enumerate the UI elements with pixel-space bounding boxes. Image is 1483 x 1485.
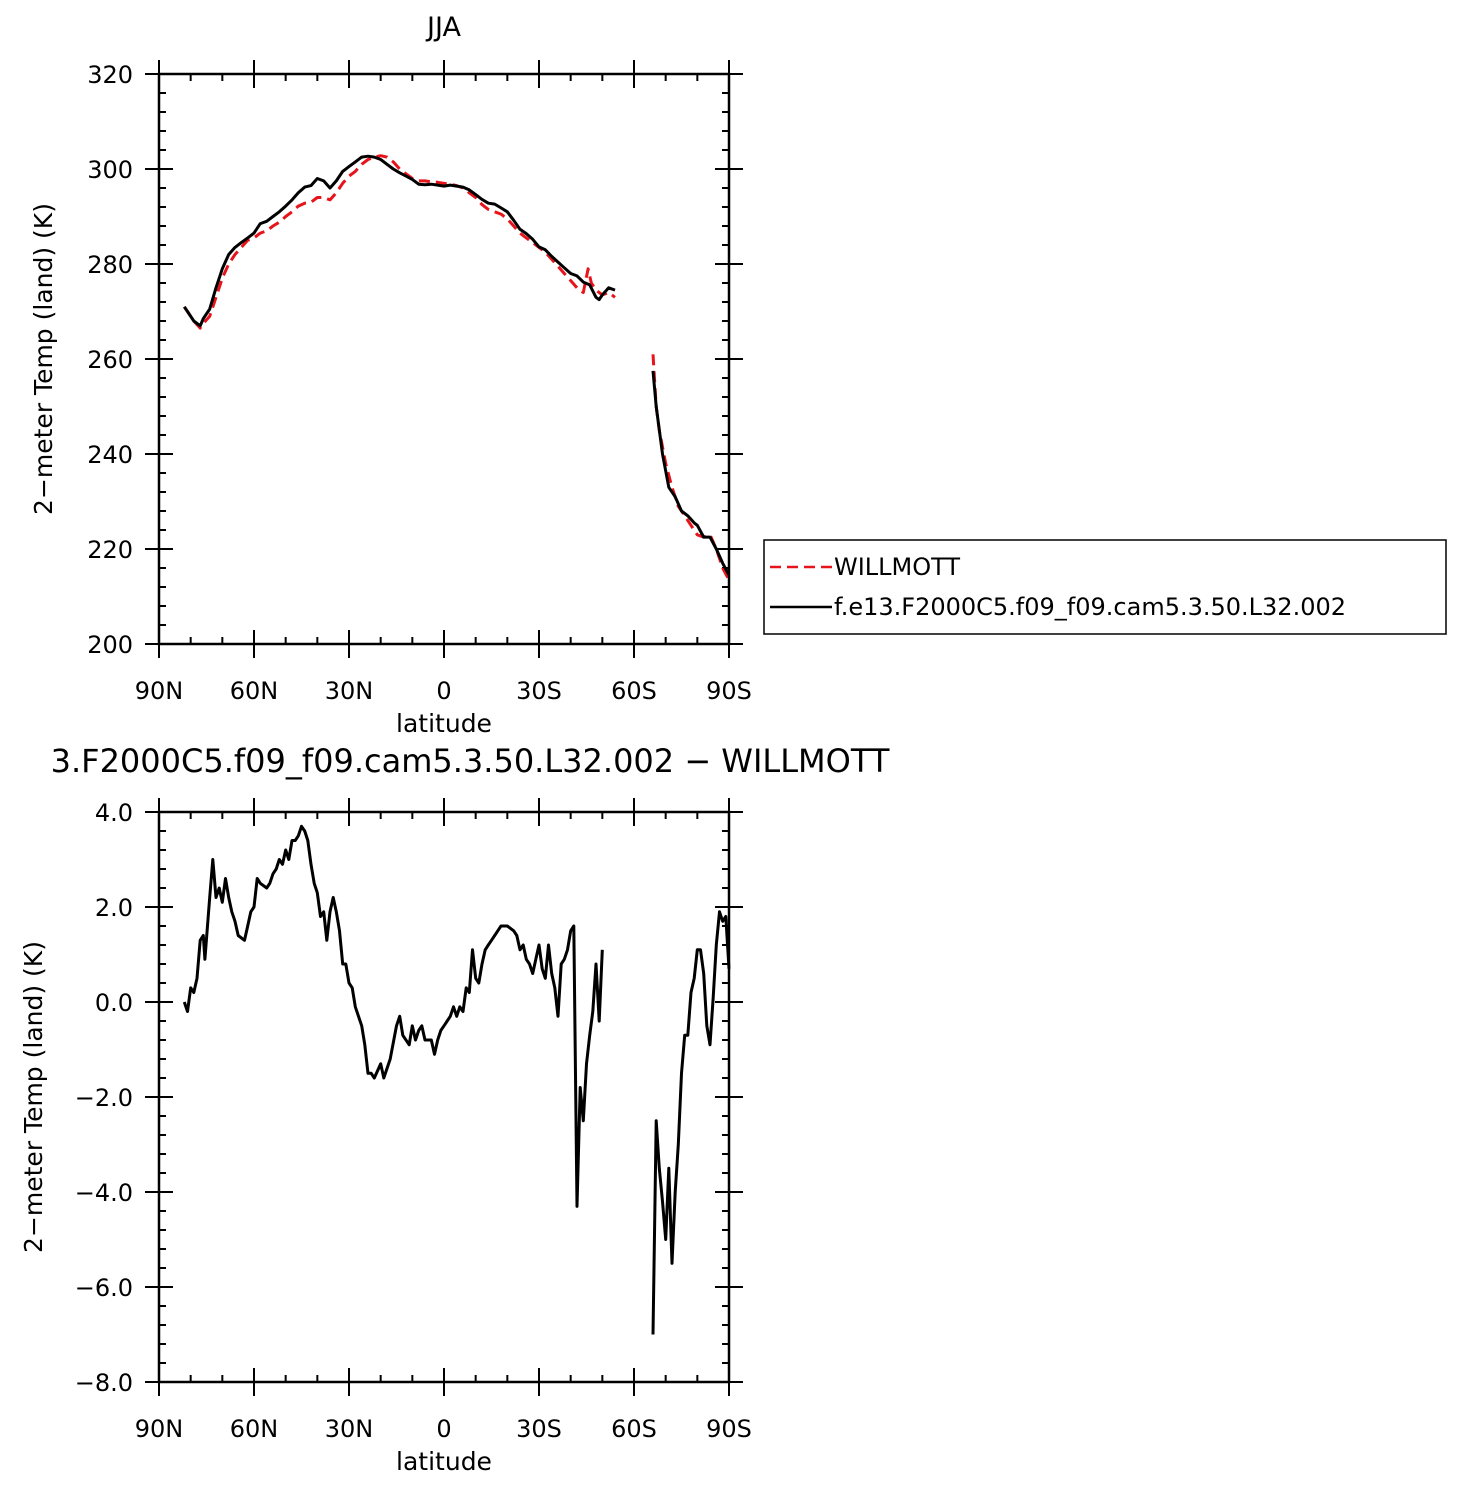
x-tick-label: 30N	[325, 677, 374, 705]
y-tick-label: 200	[87, 631, 133, 659]
x-tick-label: 90N	[135, 1415, 184, 1443]
legend: WILLMOTT f.e13.F2000C5.f09_f09.cam5.3.50…	[763, 539, 1447, 635]
top-plot-title: JJA	[425, 12, 461, 43]
top-tick-labels: 90N 60N 30N 0 30S 60S 90S 200 220 240 260 280 300 320	[87, 61, 752, 705]
series-0-segment-1	[651, 910, 731, 1335]
x-tick-label: 90S	[706, 677, 752, 705]
series-0-segment-0	[183, 154, 616, 330]
x-tick-label: 0	[436, 677, 451, 705]
y-tick-label: 260	[87, 346, 133, 374]
series-0-segment-0	[182, 824, 604, 1208]
y-tick-label: 240	[87, 441, 133, 469]
series-1-segment-1	[651, 370, 731, 576]
bottom-series-lines	[182, 824, 731, 1335]
bottom-y-axis-title: 2−meter Temp (land) (K)	[19, 941, 48, 1253]
y-tick-label: −4.0	[75, 1179, 133, 1207]
y-tick-label: 4.0	[95, 799, 133, 827]
x-tick-label: 90N	[135, 677, 184, 705]
top-panel: JJA 90N 60N 30N 0 30S 60S 90S 200 220 240 260 280 30…	[29, 12, 752, 738]
bottom-plot-title: 3.F2000C5.f09_f09.cam5.3.50.L32.002 − WI…	[51, 742, 890, 780]
top-y-axis-title: 2−meter Temp (land) (K)	[29, 203, 58, 515]
bottom-x-axis-title: latitude	[396, 1447, 492, 1476]
y-tick-label: −6.0	[75, 1274, 133, 1302]
legend-label-model: f.e13.F2000C5.f09_f09.cam5.3.50.L32.002	[834, 593, 1346, 621]
y-tick-label: 0.0	[95, 989, 133, 1017]
x-tick-label: 60S	[611, 1415, 657, 1443]
x-tick-label: 90S	[706, 1415, 752, 1443]
x-tick-label: 60S	[611, 677, 657, 705]
x-tick-label: 60N	[230, 677, 279, 705]
top-series-lines	[183, 154, 731, 581]
bottom-panel: 3.F2000C5.f09_f09.cam5.3.50.L32.002 − WI…	[19, 742, 890, 1476]
x-tick-label: 30S	[516, 677, 562, 705]
legend-label-willmott: WILLMOTT	[834, 553, 960, 581]
y-tick-label: −8.0	[75, 1369, 133, 1397]
x-tick-label: 30S	[516, 1415, 562, 1443]
bottom-plot-frame	[157, 810, 731, 1384]
y-tick-label: −2.0	[75, 1084, 133, 1112]
x-tick-label: 60N	[230, 1415, 279, 1443]
top-plot-frame	[157, 72, 731, 646]
series-0-segment-1	[651, 354, 731, 581]
x-tick-label: 0	[436, 1415, 451, 1443]
y-tick-label: 220	[87, 536, 133, 564]
y-tick-label: 320	[87, 61, 133, 89]
y-tick-label: 300	[87, 156, 133, 184]
y-tick-label: 2.0	[95, 894, 133, 922]
series-1-segment-0	[183, 154, 616, 328]
y-tick-label: 280	[87, 251, 133, 279]
bottom-tick-labels: 90N 60N 30N 0 30S 60S 90S −8.0 −6.0 −4.0 −2.0 0.0 2.…	[75, 799, 752, 1443]
legend-box	[763, 539, 1447, 635]
x-tick-label: 30N	[325, 1415, 374, 1443]
top-x-axis-title: latitude	[396, 709, 492, 738]
